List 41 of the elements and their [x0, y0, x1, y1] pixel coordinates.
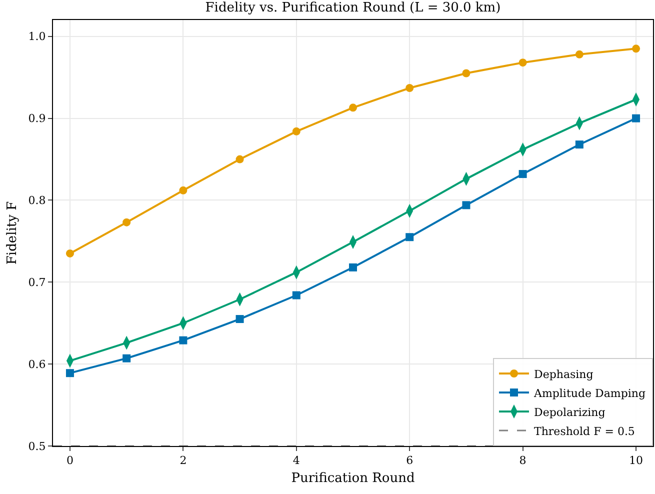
point [462, 201, 470, 210]
legend-label: Dephasing [534, 368, 594, 381]
x-tick-label: 10 [629, 454, 644, 468]
y-tick-label: 0.6 [28, 358, 46, 371]
legend-label: Depolarizing [534, 406, 606, 419]
y-tick-label: 0.5 [28, 440, 46, 453]
point [575, 140, 584, 149]
x-tick-label: 2 [180, 454, 187, 468]
y-tick-label: 0.9 [28, 112, 46, 126]
point [236, 315, 244, 324]
point [292, 127, 300, 136]
point [179, 186, 188, 194]
point [632, 44, 640, 53]
point [406, 233, 414, 242]
point [179, 336, 188, 344]
legend-label: Threshold F = 0.5 [534, 424, 635, 438]
legend-label: Amplitude Damping [533, 386, 646, 400]
point [632, 114, 640, 122]
point [349, 263, 357, 272]
y-tick-label: 1.0 [28, 30, 46, 44]
y-tick-label: 0.8 [28, 194, 46, 208]
point [462, 69, 470, 78]
point [236, 155, 244, 164]
x-tick-label: 8 [519, 454, 526, 468]
point [518, 170, 527, 178]
y-tick-label: 0.7 [28, 276, 46, 289]
x-tick-label: 0 [66, 454, 74, 468]
point [575, 50, 584, 58]
point [66, 369, 74, 378]
point [122, 218, 131, 226]
chart-title: Fidelity vs. Purification Round (L = 30.0 km) [205, 0, 501, 16]
point [349, 104, 357, 112]
x-tick-label: 4 [292, 454, 300, 468]
point [406, 84, 414, 92]
point [292, 291, 300, 300]
y-axis-title: Fidelity F [5, 201, 20, 265]
point [518, 58, 527, 67]
point [122, 354, 131, 362]
x-tick-label: 6 [406, 454, 414, 468]
point [66, 249, 74, 258]
x-axis-title: Purification Round [291, 470, 415, 486]
